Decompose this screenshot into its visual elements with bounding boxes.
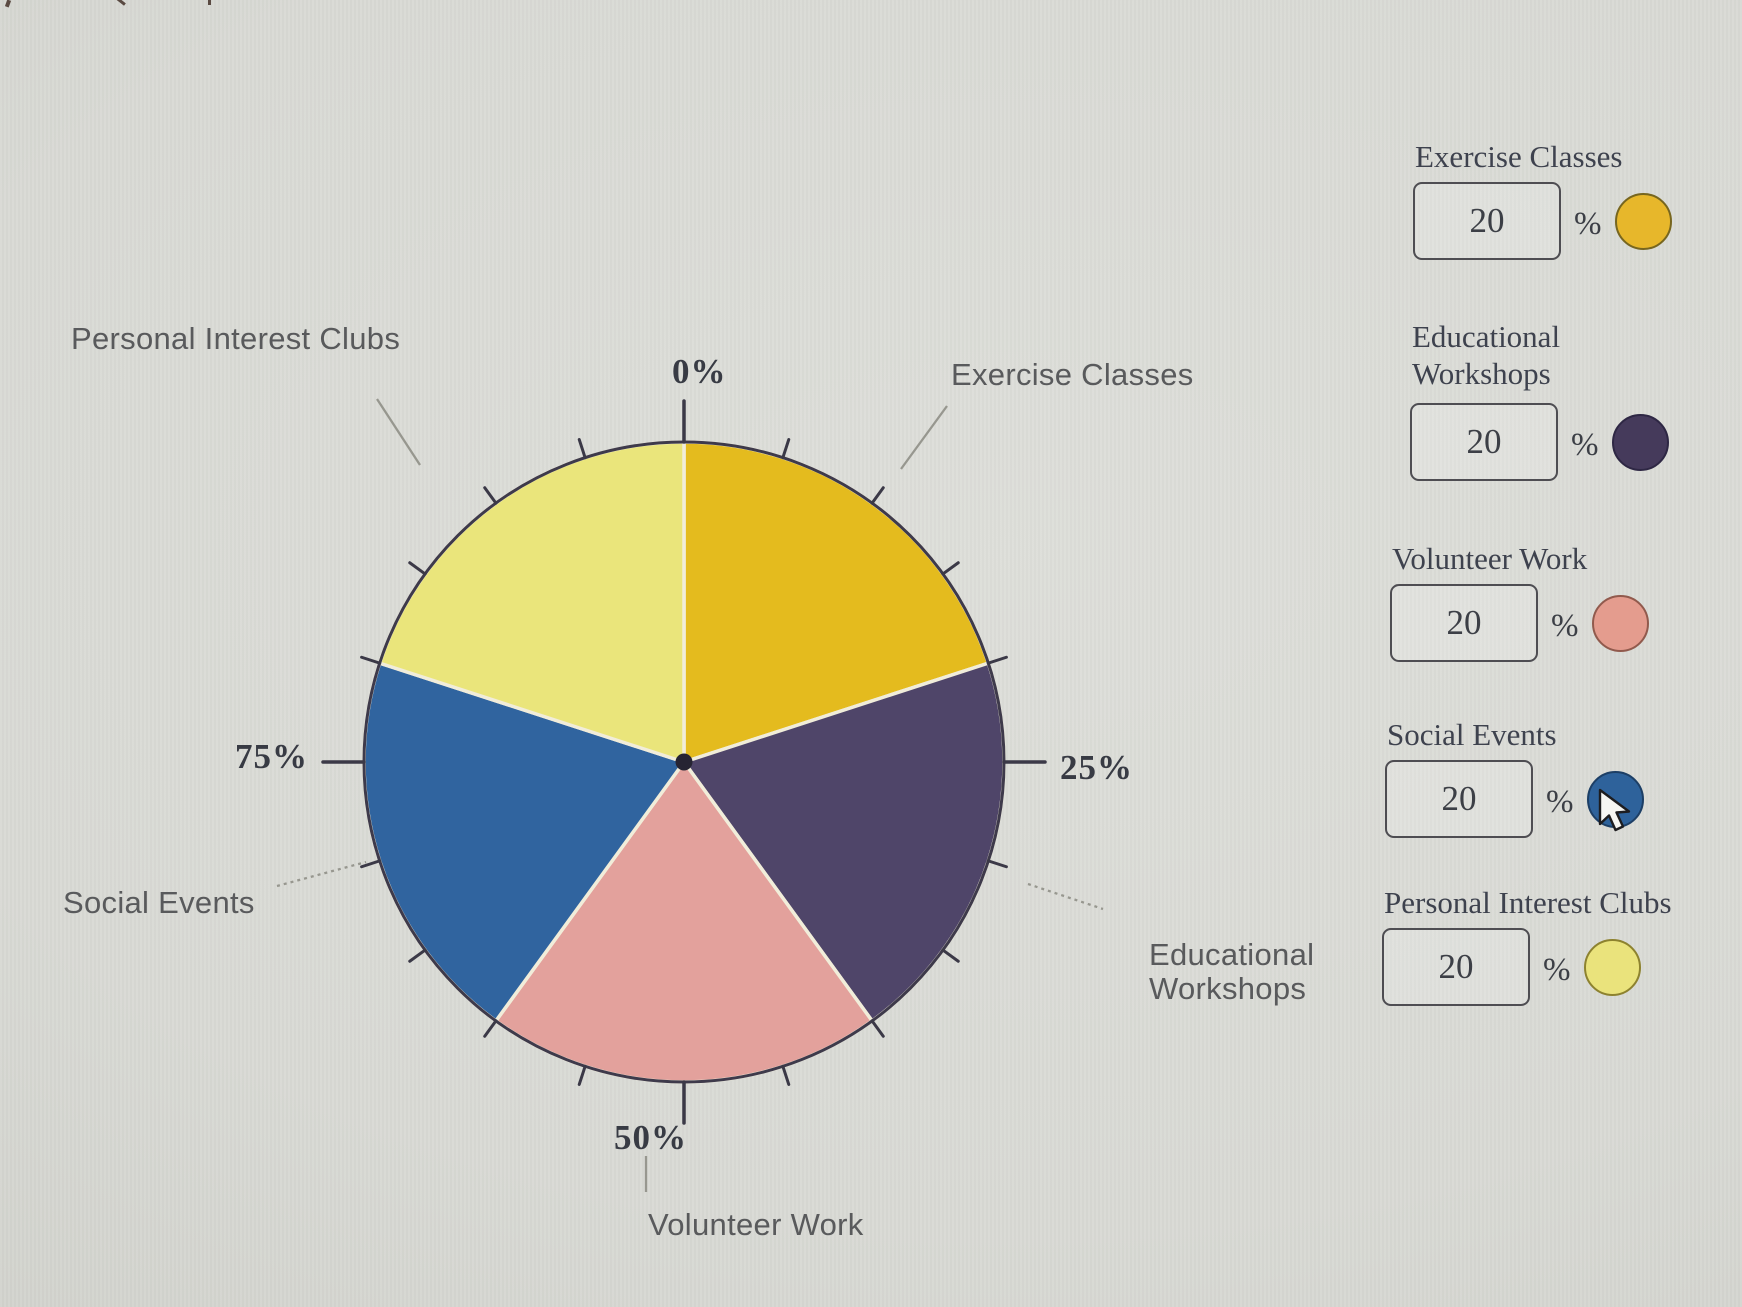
control-label-personal-interest-clubs: Personal Interest Clubs: [1384, 885, 1672, 920]
pie-label-exercise-classes: Exercise Classes: [951, 357, 1194, 392]
social-events-percent-input[interactable]: [1385, 760, 1533, 839]
axis-label-50: 50%: [614, 1118, 687, 1157]
pie-label-social-events: Social Events: [63, 885, 255, 920]
minor-tick: [986, 655, 1008, 665]
personal-interest-clubs-color-swatch[interactable]: [1583, 938, 1641, 996]
minor-tick: [408, 948, 427, 963]
leader-exercise-classes: [900, 405, 948, 470]
minor-tick: [986, 859, 1008, 869]
pie-label-personal-interest-clubs: Personal Interest Clubs: [71, 321, 401, 356]
control-label-exercise-classes: Exercise Classes: [1415, 139, 1623, 174]
axis-label-0: 0%: [672, 352, 727, 391]
minor-tick: [483, 1019, 498, 1038]
minor-tick: [483, 486, 498, 505]
percent-sign: %: [1546, 783, 1574, 820]
exercise-classes-color-swatch[interactable]: [1614, 192, 1672, 250]
educational-workshops-percent-input[interactable]: [1410, 403, 1558, 482]
minor-tick: [941, 948, 960, 963]
pie-label-volunteer-work: Volunteer Work: [648, 1207, 864, 1242]
percent-sign: %: [1571, 426, 1599, 463]
personal-interest-clubs-percent-input[interactable]: [1382, 928, 1530, 1007]
volunteer-work-color-swatch[interactable]: [1591, 594, 1649, 652]
axis-label-75: 75%: [235, 737, 308, 776]
leader-educational-workshops: [1027, 882, 1104, 911]
percent-sign: %: [1543, 951, 1571, 988]
control-row-social-events: Social Events %: [1385, 716, 1644, 839]
minor-tick: [360, 655, 382, 665]
percent-sign: %: [1574, 205, 1602, 242]
percent-sign: %: [1551, 607, 1579, 644]
minor-tick: [577, 1064, 587, 1086]
minor-tick: [781, 438, 791, 460]
minor-tick: [577, 438, 587, 460]
volunteer-work-percent-input[interactable]: [1390, 584, 1538, 663]
leader-social-events: [276, 860, 367, 888]
photo-artifact: [208, 0, 211, 5]
minor-tick: [870, 486, 885, 505]
control-label-volunteer-work: Volunteer Work: [1392, 541, 1588, 576]
control-label-social-events: Social Events: [1387, 717, 1557, 752]
control-label-educational-workshops: Educational Workshops: [1412, 319, 1561, 392]
control-row-volunteer-work: Volunteer Work %: [1390, 540, 1649, 663]
exercise-classes-percent-input[interactable]: [1413, 182, 1561, 261]
minor-tick: [360, 859, 382, 869]
minor-tick: [870, 1019, 885, 1038]
educational-workshops-color-swatch[interactable]: [1611, 413, 1669, 471]
control-row-educational-workshops: Educational Workshops %: [1410, 318, 1669, 482]
axis-label-25: 25%: [1060, 748, 1133, 787]
leader-personal-interest-clubs: [376, 398, 421, 466]
minor-tick: [941, 561, 960, 576]
mouse-cursor-icon: [1598, 788, 1631, 832]
control-row-exercise-classes: Exercise Classes %: [1413, 138, 1672, 261]
minor-tick: [408, 561, 427, 576]
pie-label-educational-workshops: Educational Workshops: [1149, 937, 1315, 1006]
minor-tick: [781, 1064, 791, 1086]
control-row-personal-interest-clubs: Personal Interest Clubs %: [1382, 884, 1672, 1007]
pie-center-dot: [675, 753, 693, 771]
